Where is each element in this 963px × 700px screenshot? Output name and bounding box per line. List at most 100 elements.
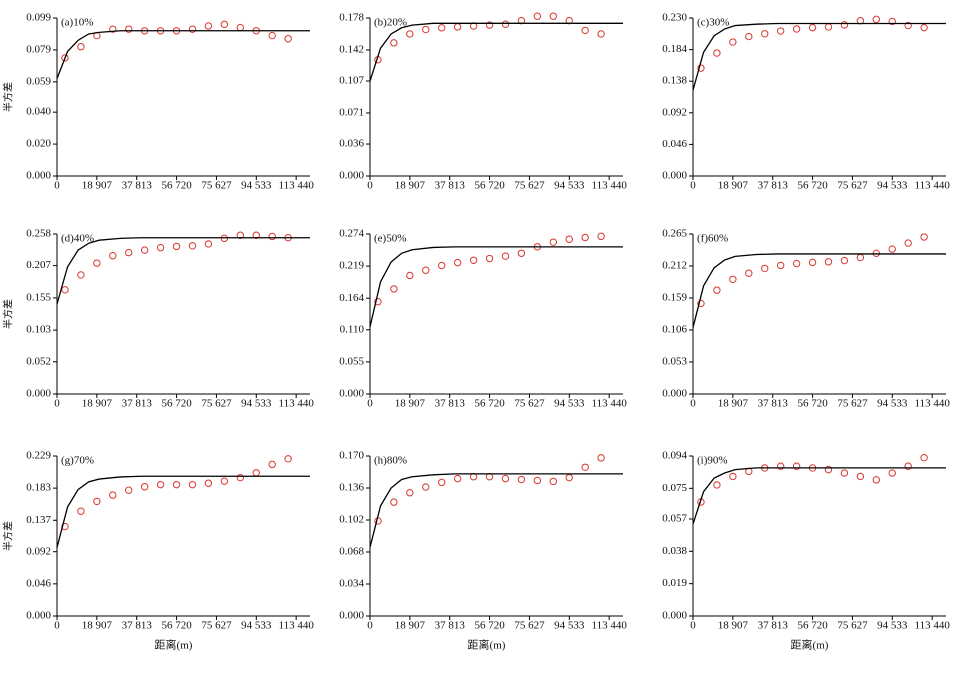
data-point bbox=[856, 472, 865, 481]
data-point bbox=[61, 522, 69, 531]
y-tick-label: 0.040 bbox=[26, 106, 51, 118]
y-tick-label: 0.219 bbox=[339, 260, 364, 272]
x-tick-label: 0 bbox=[367, 398, 373, 410]
data-point bbox=[252, 231, 260, 239]
y-tick-label: 0.079 bbox=[26, 43, 51, 55]
data-point bbox=[549, 12, 557, 20]
x-tick-label: 94 533 bbox=[554, 180, 585, 192]
data-point bbox=[713, 286, 721, 294]
data-point bbox=[792, 25, 801, 33]
fitted-curve bbox=[369, 473, 623, 548]
data-point bbox=[93, 259, 101, 267]
fitted-curve bbox=[369, 246, 623, 327]
data-point bbox=[188, 480, 197, 489]
x-tick-label: 113 440 bbox=[591, 620, 627, 632]
x-tick-label: 94 533 bbox=[554, 398, 585, 410]
x-tick-label: 0 bbox=[54, 620, 60, 632]
data-point bbox=[438, 478, 446, 487]
data-point bbox=[172, 480, 181, 489]
x-tick-label: 113 440 bbox=[591, 398, 627, 410]
x-tick-label: 113 440 bbox=[914, 398, 950, 410]
data-point bbox=[109, 25, 117, 33]
x-axis-label: 距离(m) bbox=[468, 638, 506, 652]
data-point bbox=[390, 285, 398, 293]
data-point bbox=[390, 39, 398, 47]
x-tick-label: 56 720 bbox=[797, 398, 828, 410]
data-point bbox=[549, 238, 557, 246]
data-point bbox=[824, 258, 833, 266]
data-point bbox=[125, 248, 133, 257]
x-tick-label: 0 bbox=[690, 398, 696, 410]
y-tick-label: 0.230 bbox=[662, 12, 687, 24]
y-axis-label: 半方差 bbox=[1, 521, 14, 551]
x-tick-label: 56 720 bbox=[474, 398, 505, 410]
data-point bbox=[390, 498, 398, 506]
data-point bbox=[597, 232, 605, 241]
data-point bbox=[109, 491, 117, 499]
data-point bbox=[549, 477, 557, 486]
data-point bbox=[156, 480, 165, 489]
x-tick-label: 113 440 bbox=[914, 620, 950, 632]
x-tick-label: 18 907 bbox=[395, 180, 426, 192]
y-tick-label: 0.142 bbox=[339, 43, 364, 55]
y-tick-label: 0.000 bbox=[662, 170, 687, 182]
data-point bbox=[517, 475, 526, 484]
x-tick-label: 0 bbox=[690, 620, 696, 632]
x-tick-label: 94 533 bbox=[554, 620, 585, 632]
data-point bbox=[872, 15, 880, 24]
data-point bbox=[77, 271, 85, 279]
data-point bbox=[453, 474, 462, 483]
x-tick-label: 37 813 bbox=[758, 398, 789, 410]
panel-title: (h)80% bbox=[374, 455, 407, 467]
y-tick-label: 0.207 bbox=[26, 259, 51, 271]
data-point bbox=[268, 31, 276, 40]
data-point bbox=[236, 473, 244, 482]
x-tick-label: 94 533 bbox=[241, 620, 272, 632]
y-tick-label: 0.000 bbox=[662, 388, 687, 400]
y-tick-label: 0.020 bbox=[26, 138, 51, 150]
y-tick-label: 0.071 bbox=[339, 107, 364, 119]
data-point bbox=[125, 25, 133, 33]
fitted-curve bbox=[56, 30, 310, 79]
y-tick-label: 0.059 bbox=[26, 75, 51, 87]
data-point bbox=[920, 454, 928, 462]
x-tick-label: 56 720 bbox=[474, 180, 505, 192]
x-tick-label: 94 533 bbox=[877, 398, 908, 410]
data-point bbox=[140, 483, 149, 491]
data-point bbox=[517, 249, 526, 257]
data-point bbox=[172, 242, 181, 251]
data-point bbox=[729, 472, 737, 481]
y-tick-label: 0.138 bbox=[662, 75, 687, 87]
data-point bbox=[284, 35, 292, 43]
data-point bbox=[109, 252, 117, 260]
data-point bbox=[438, 24, 446, 32]
data-point bbox=[904, 21, 912, 30]
fitted-curve bbox=[692, 253, 946, 328]
y-tick-label: 0.019 bbox=[662, 577, 687, 589]
data-point bbox=[438, 261, 446, 270]
y-tick-label: 0.092 bbox=[662, 106, 687, 118]
y-tick-label: 0.099 bbox=[26, 12, 51, 24]
data-point bbox=[729, 38, 737, 46]
data-point bbox=[840, 256, 849, 265]
x-tick-label: 75 627 bbox=[201, 180, 232, 192]
panel-title: (b)20% bbox=[374, 17, 407, 29]
data-point bbox=[581, 233, 589, 242]
y-tick-label: 0.110 bbox=[340, 323, 365, 335]
data-point bbox=[77, 507, 85, 515]
data-point bbox=[872, 476, 880, 484]
x-tick-label: 18 907 bbox=[718, 180, 749, 192]
y-tick-label: 0.075 bbox=[662, 482, 687, 494]
x-tick-label: 94 533 bbox=[877, 620, 908, 632]
data-point bbox=[565, 473, 573, 482]
fitted-curve bbox=[692, 467, 946, 525]
y-tick-label: 0.000 bbox=[339, 610, 364, 622]
data-point bbox=[697, 299, 705, 308]
data-point bbox=[268, 460, 276, 469]
y-tick-label: 0.000 bbox=[339, 170, 364, 182]
data-point bbox=[824, 465, 833, 474]
y-tick-label: 0.038 bbox=[662, 545, 687, 557]
x-tick-label: 56 720 bbox=[161, 398, 192, 410]
x-tick-label: 75 627 bbox=[514, 180, 545, 192]
data-point bbox=[713, 49, 721, 57]
